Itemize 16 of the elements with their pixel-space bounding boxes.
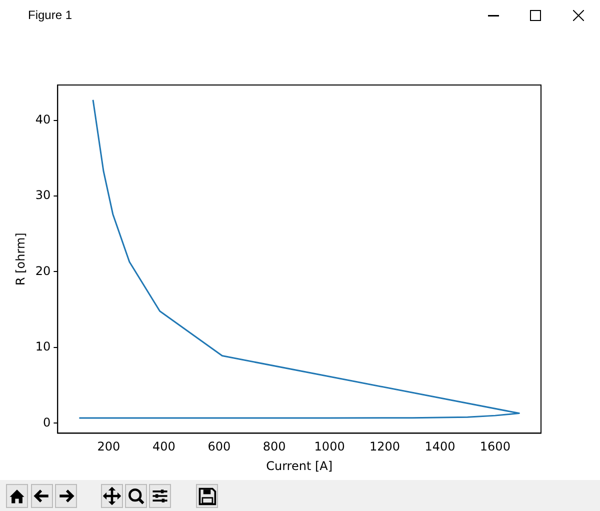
x-tick-label: 600 — [208, 440, 231, 454]
y-tick-label: 30 — [35, 188, 51, 202]
y-tick-label: 10 — [35, 340, 51, 354]
x-tick-label: 1200 — [369, 440, 400, 454]
x-tick-label: 800 — [262, 440, 286, 454]
y-tick-label: 20 — [35, 264, 51, 278]
x-tick-label: 1000 — [314, 440, 345, 454]
x-axis-title: Current [A] — [266, 458, 333, 473]
y-tick-label: 40 — [35, 112, 51, 126]
x-tick-label: 200 — [97, 440, 120, 454]
x-tick-label: 1600 — [480, 440, 510, 454]
x-tick-label: 400 — [152, 440, 176, 454]
y-tick-label: 0 — [43, 415, 51, 430]
y-axis-title: R [ohrm] — [13, 232, 28, 286]
chart-title: Figure 1 — [28, 8, 72, 22]
x-tick-label: 1400 — [424, 440, 456, 454]
